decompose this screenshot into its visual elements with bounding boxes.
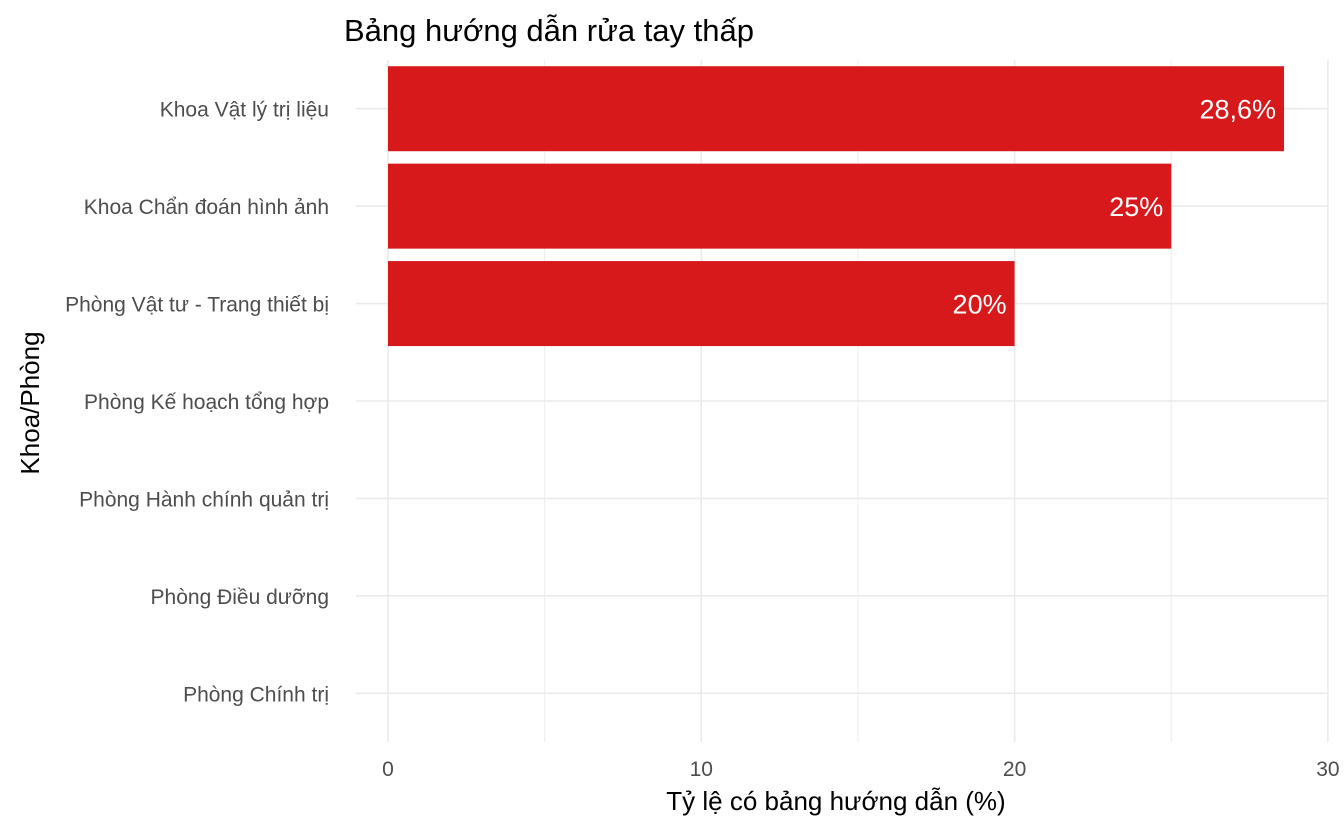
bar: [388, 66, 1285, 152]
data-label: 25%: [1109, 192, 1163, 222]
x-tick-label: 10: [690, 758, 713, 781]
bar: [388, 163, 1172, 249]
bar: [388, 261, 1015, 347]
category-axis-labels: Khoa Vật lý trị liệu Khoa Chẩn đoán hình …: [65, 99, 329, 707]
value-axis-ticks: 0 10 20 30: [382, 758, 1339, 781]
bars: [388, 66, 1285, 347]
grid-lines: [356, 60, 1329, 742]
category-label: Phòng Điều dưỡng: [151, 586, 329, 609]
category-label: Khoa Vật lý trị liệu: [160, 99, 329, 122]
x-tick-label: 20: [1003, 758, 1026, 781]
data-labels: 28,6% 25% 20%: [953, 95, 1276, 320]
data-label: 28,6%: [1199, 95, 1276, 125]
chart-title: Bảng hướng dẫn rửa tay thấp: [344, 13, 754, 48]
category-label: Phòng Hành chính quản trị: [79, 488, 329, 511]
category-label: Phòng Vật tư - Trang thiết bị: [65, 294, 329, 317]
category-label: Phòng Chính trị: [183, 683, 329, 706]
x-axis-title: Tỷ lệ có bảng hướng dẫn (%): [666, 786, 1005, 816]
x-tick-label: 30: [1316, 758, 1339, 781]
y-axis-title: Khoa/Phòng: [15, 331, 45, 474]
category-label: Khoa Chẩn đoán hình ảnh: [84, 196, 329, 219]
x-tick-label: 0: [382, 758, 394, 781]
data-label: 20%: [953, 290, 1007, 320]
category-label: Phòng Kế hoạch tổng hợp: [84, 391, 329, 414]
